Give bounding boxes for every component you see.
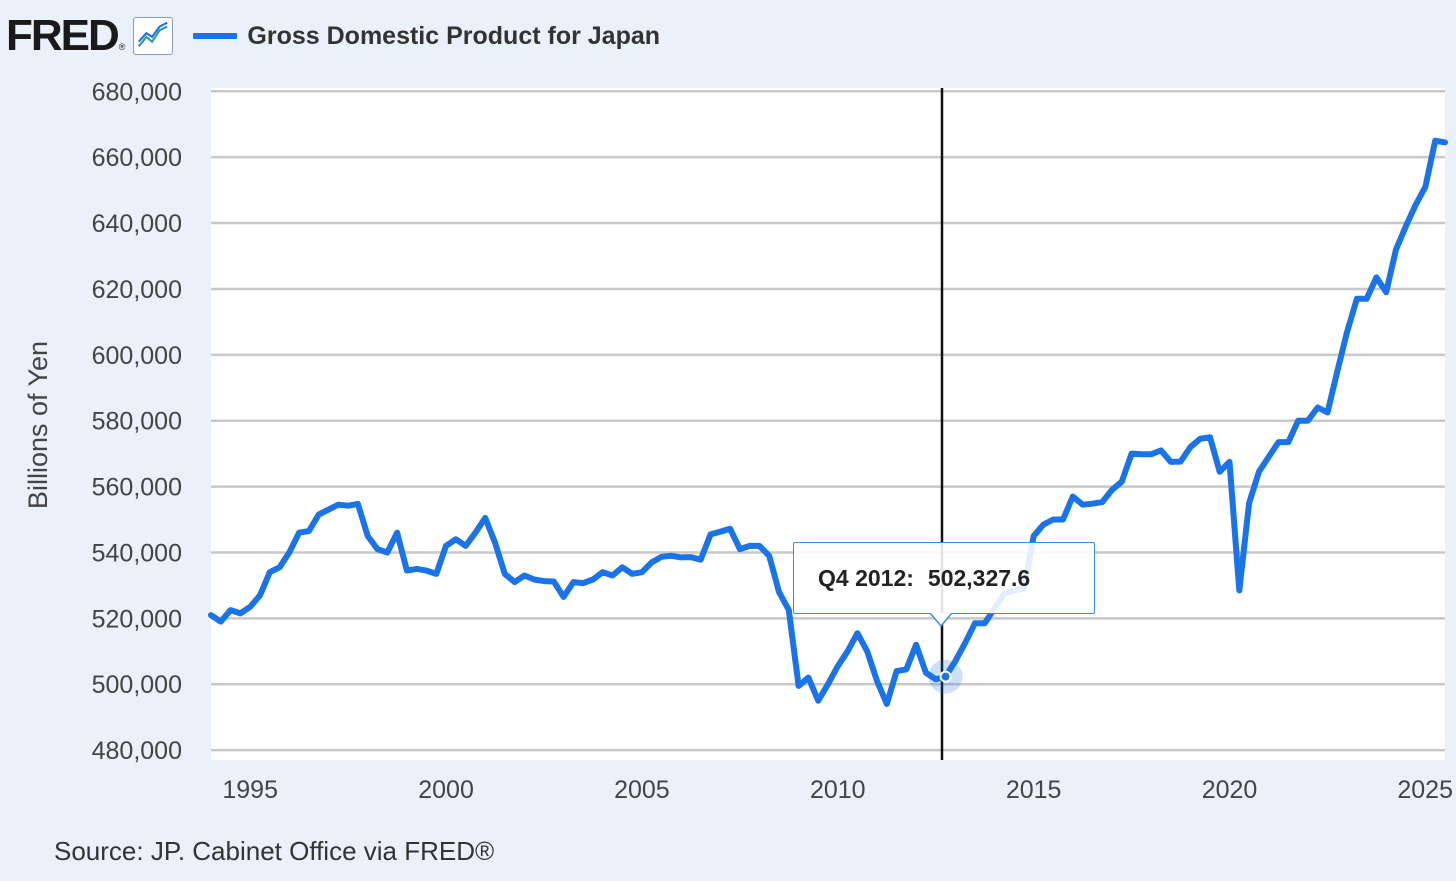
legend-label[interactable]: Gross Domestic Product for Japan — [247, 21, 661, 50]
y-tick-label: 600,000 — [92, 342, 182, 370]
x-tick-label: 2000 — [418, 776, 474, 804]
plot-area — [211, 88, 1445, 760]
y-axis-label: Billions of Yen — [23, 341, 53, 509]
fred-logo-registered-mark: ® — [118, 42, 126, 52]
tooltip-period: Q4 2012: — [818, 564, 914, 591]
series-line-gdp-japan — [208, 137, 1448, 707]
y-tick-label: 520,000 — [92, 605, 182, 633]
x-tick-label: 1995 — [222, 776, 278, 804]
fred-logo[interactable]: FRED — [6, 11, 120, 60]
source-note: Source: JP. Cabinet Office via FRED® — [54, 836, 495, 866]
y-tick-label: 480,000 — [92, 737, 182, 765]
y-axis-tick-labels: 480,000 500,000 520,000 540,000 560,000 580,0… — [92, 78, 182, 765]
y-tick-label: 640,000 — [92, 210, 182, 238]
x-tick-label: 2015 — [1006, 776, 1062, 804]
y-tick-label: 580,000 — [92, 408, 182, 436]
tooltip-pointer — [930, 613, 952, 627]
legend-swatch — [193, 33, 238, 39]
x-tick-label: 2020 — [1202, 776, 1258, 804]
highlight-point[interactable] — [939, 670, 952, 683]
x-axis-tick-labels: 1995 2000 2005 2010 2015 2020 2025 — [222, 776, 1453, 804]
y-tick-label: 620,000 — [92, 276, 182, 304]
y-tick-label: 500,000 — [92, 671, 182, 699]
x-tick-label: 2005 — [614, 776, 670, 804]
gridlines — [211, 90, 1445, 752]
tooltip-value: 502,327.6 — [927, 564, 1031, 591]
y-tick-label: 540,000 — [92, 539, 182, 567]
x-tick-label: 2010 — [810, 776, 866, 804]
y-tick-label: 660,000 — [92, 144, 182, 172]
x-tick-label: 2025 — [1397, 776, 1453, 804]
chart-header: FRED ® Gross Domestic Product for Japan — [6, 12, 660, 60]
y-tick-label: 560,000 — [92, 474, 182, 502]
data-tooltip: Q4 2012: 502,327.6 — [793, 542, 1095, 614]
y-tick-label: 680,000 — [92, 78, 182, 106]
line-graph-icon[interactable] — [133, 17, 174, 55]
